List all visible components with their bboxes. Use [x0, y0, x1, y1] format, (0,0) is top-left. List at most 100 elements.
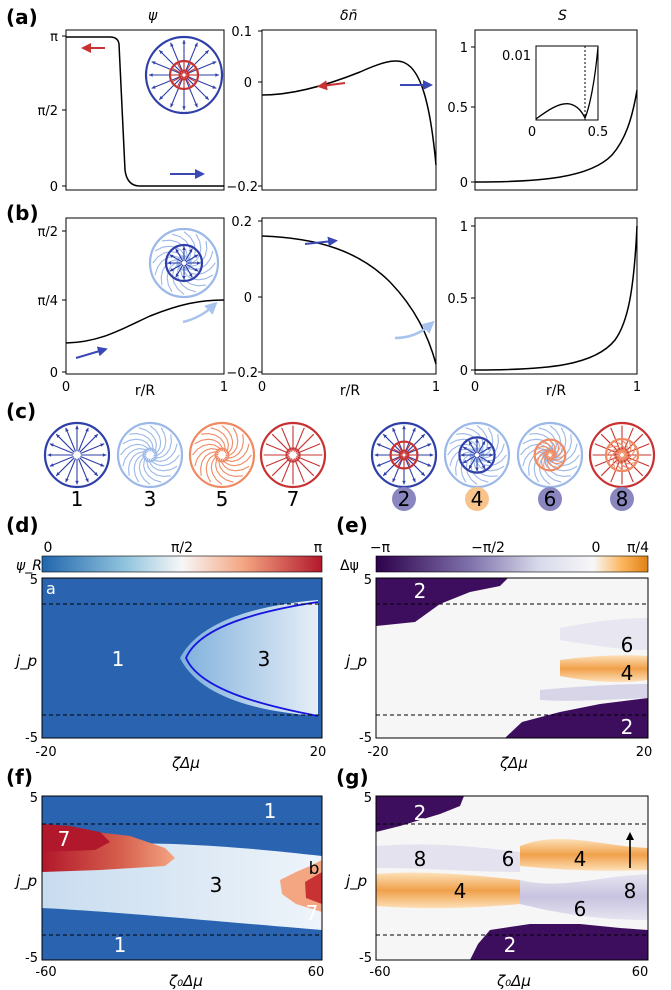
ytick: 1 — [460, 41, 468, 56]
region-label: 8 — [624, 879, 637, 903]
cbar-tick: 0 — [592, 540, 601, 556]
region-label: 7 — [58, 827, 71, 851]
region-label: 2 — [621, 715, 634, 739]
xtick: 20 — [636, 745, 653, 760]
region-label: 1 — [114, 933, 127, 957]
vortex-number: 7 — [287, 487, 300, 511]
region-label: 4 — [621, 661, 634, 685]
xtick: 60 — [632, 965, 649, 980]
ylabel: j_p — [344, 652, 367, 671]
cbar-tick: π — [314, 540, 323, 556]
xtick: 0 — [62, 380, 70, 395]
region-label: 3 — [258, 647, 271, 671]
title-dn: δn̄ — [340, 8, 357, 24]
xtick: 20 — [310, 745, 327, 760]
vortex-icon-1 — [43, 421, 111, 489]
ytick: 0 — [460, 364, 468, 379]
region-label: 7 — [306, 901, 319, 925]
inset-box — [535, 45, 599, 121]
region-label: 6 — [502, 847, 515, 871]
colorbar-e: Δψ −π −π/2 0 π/4 — [340, 540, 649, 574]
xtick: 1 — [432, 380, 440, 395]
vortex-icon-6-outer — [516, 421, 584, 489]
ytick: π/2 — [38, 104, 58, 119]
xtick: 0 — [258, 380, 266, 395]
panel-label-a: (a) — [6, 5, 38, 29]
map-e: 2 6 4 2 5 -5 j_p -20 20 ζΔμ — [344, 573, 652, 772]
panel-label-c: (c) — [6, 399, 36, 423]
ytick: 5 — [364, 573, 372, 588]
vortex-number: 8 — [616, 487, 629, 511]
vortex-icon-b — [148, 227, 220, 299]
region-label: 6 — [574, 897, 587, 921]
region-label: b — [309, 859, 320, 879]
ytick: 0.1 — [231, 25, 252, 40]
panel-label-g: (g) — [336, 765, 369, 789]
cbar-label: Δψ — [340, 558, 359, 574]
cbar-tick: π/4 — [627, 540, 649, 556]
xtick: -20 — [367, 745, 388, 760]
ytick: 0.5 — [447, 292, 468, 307]
vortex-icon-2 — [144, 35, 224, 115]
vortex-icon-3 — [116, 421, 184, 489]
vortex-icon-8-inner — [604, 437, 640, 473]
ytick: -5 — [359, 951, 372, 966]
xtick: -60 — [369, 965, 390, 980]
plot-b-dn: 0.2 0 −0.2 0 1 r/R — [226, 215, 440, 399]
arrow-red — [317, 80, 346, 91]
ytick: 0 — [50, 366, 58, 381]
cbar-tick: 0 — [44, 540, 53, 556]
xtick: 0 — [471, 380, 479, 395]
xlabel: ζ₀Δμ — [496, 972, 531, 990]
ylabel: j_p — [14, 652, 37, 671]
ytick: -5 — [25, 731, 38, 746]
corner-label: a — [46, 579, 56, 598]
plot-b-psi: π/2 π/4 0 0 1 r/R — [38, 217, 228, 399]
vortex-icon-6-inner — [533, 438, 567, 472]
ytick: 0 — [50, 180, 58, 195]
region-label: 1 — [112, 647, 125, 671]
region-label: 4 — [454, 879, 467, 903]
region-label: 6 — [621, 633, 634, 657]
vortex-icon-b-outer — [148, 227, 220, 299]
panel-label-b: (b) — [6, 201, 39, 225]
map-d: a 1 3 5 -5 j_p -20 20 ζΔμ — [14, 573, 326, 772]
region-label: 8 — [414, 847, 427, 871]
ytick: 5 — [364, 791, 372, 806]
cbar-tick: −π — [370, 540, 391, 556]
xtick: 60 — [308, 965, 325, 980]
cbar-tick: −π/2 — [471, 540, 505, 556]
xlabel: ζΔμ — [171, 754, 200, 772]
curve-dn-a — [261, 60, 437, 166]
plot-a-dn: 0.1 0 −0.2 — [226, 25, 437, 195]
title-s: S — [558, 8, 567, 24]
map-g: 2 8 6 4 4 8 6 2 5 -5 j_p -60 60 ζ₀Δμ — [344, 791, 649, 990]
vortex-icon-2-outer — [370, 421, 438, 489]
curve-s-a — [474, 89, 638, 183]
region-label: 1 — [264, 799, 277, 823]
row-c-right-numbers: 2 4 6 8 — [392, 487, 634, 511]
vortex-icon-a-inner — [168, 59, 200, 91]
xtick: 1 — [220, 380, 228, 395]
ylabel: j_p — [14, 872, 37, 891]
ytick: −0.2 — [226, 180, 258, 195]
ytick: π/2 — [38, 225, 58, 240]
ytick: 0 — [460, 176, 468, 191]
inset-xtick: 0 — [528, 125, 536, 140]
vortex-icon-7 — [259, 421, 327, 489]
panel-label-e: (e) — [336, 513, 368, 537]
map-f: 1 7 3 b 7 1 5 -5 j_p -60 60 ζ₀Δμ — [14, 791, 324, 990]
ytick: 0 — [244, 291, 252, 306]
vortex-icon-5 — [188, 421, 256, 489]
vortex-icon-a-outer — [144, 35, 224, 115]
vortex-number: 1 — [71, 487, 84, 511]
vortex-number: 3 — [144, 487, 157, 511]
plot-a-psi: π π/2 0 — [38, 29, 225, 195]
xtick: -60 — [35, 965, 56, 980]
ytick: -5 — [359, 731, 372, 746]
ytick: 0.2 — [231, 215, 252, 230]
row-c-left-numbers: 1 3 5 7 — [71, 487, 300, 511]
vortex-icon-4-inner — [458, 436, 496, 474]
vortex-number: 5 — [216, 487, 229, 511]
